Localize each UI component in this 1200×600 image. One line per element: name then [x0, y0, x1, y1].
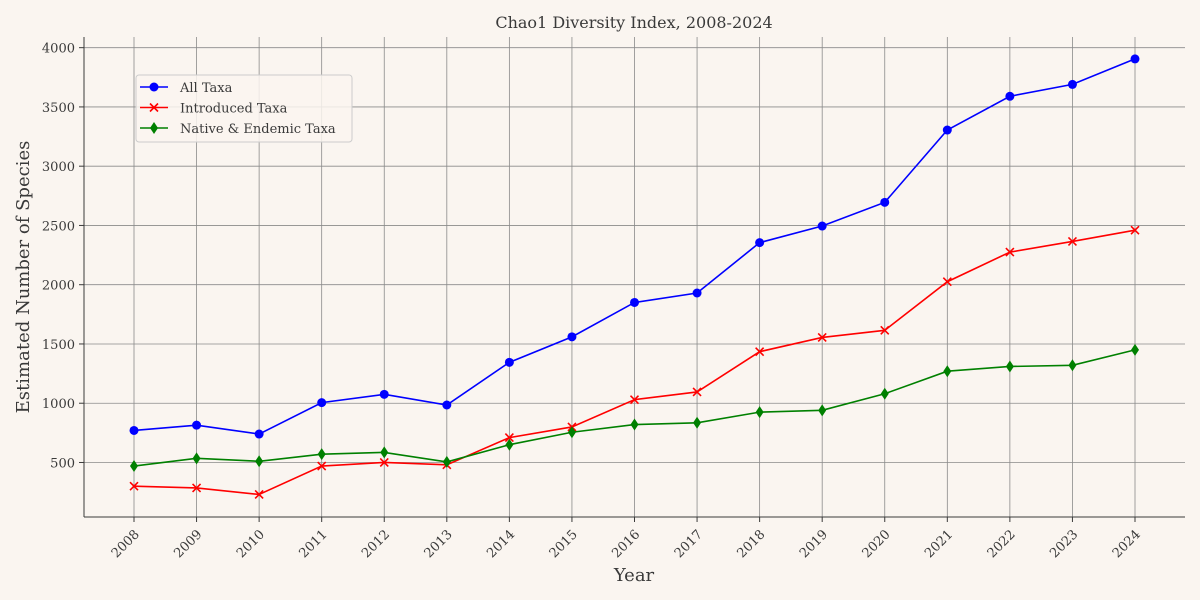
data-point-native-endemic-taxa — [505, 438, 514, 451]
legend-item-all-taxa: All Taxa — [140, 81, 233, 96]
y-tick-label: 3000 — [42, 160, 75, 175]
data-point-all-taxa — [317, 398, 327, 408]
data-point-native-endemic-taxa — [192, 452, 201, 465]
data-point-all-taxa — [1067, 79, 1077, 89]
marker-stroke — [1067, 236, 1078, 247]
marker-stroke — [817, 332, 827, 343]
marker-stroke — [379, 457, 389, 468]
marker-stroke — [317, 461, 327, 471]
data-point-all-taxa — [1130, 54, 1140, 64]
data-point-all-taxa — [942, 125, 952, 135]
data-point-native-endemic-taxa — [380, 446, 389, 459]
data-point-all-taxa — [817, 221, 827, 231]
data-point-introduced-taxa — [504, 433, 514, 443]
y-tick-label: 2000 — [42, 279, 75, 294]
data-point-introduced-taxa — [817, 332, 827, 343]
data-point-introduced-taxa — [942, 277, 952, 287]
data-point-native-endemic-taxa — [943, 365, 952, 378]
marker-stroke — [191, 483, 202, 493]
y-tick-label: 500 — [50, 456, 75, 471]
data-point-introduced-taxa — [629, 395, 640, 405]
data-point-introduced-taxa — [191, 483, 202, 493]
legend-label: All Taxa — [179, 81, 233, 96]
data-point-all-taxa — [567, 332, 577, 342]
marker-stroke — [755, 347, 765, 357]
x-axis-label: Year — [613, 565, 655, 586]
legend: All Taxa Introduced Taxa Native & Endemic … — [135, 74, 353, 143]
y-tick-label: 1500 — [42, 338, 75, 353]
data-point-introduced-taxa — [129, 481, 139, 491]
legend-label: Introduced Taxa — [180, 102, 288, 117]
data-point-all-taxa — [129, 425, 139, 435]
data-point-native-endemic-taxa — [755, 406, 764, 419]
legend-marker — [149, 82, 159, 92]
series-layer — [129, 54, 1140, 500]
legend-label: Native & Endemic Taxa — [180, 122, 336, 137]
y-axis-label: Estimated Number of Species — [13, 141, 34, 414]
data-point-native-endemic-taxa — [693, 416, 702, 429]
marker-stroke — [1130, 225, 1140, 235]
data-point-introduced-taxa — [254, 489, 264, 500]
series-all-taxa — [129, 54, 1140, 439]
data-point-native-endemic-taxa — [1068, 359, 1077, 372]
chart-title: Chao1 Diversity Index, 2008-2024 — [495, 13, 772, 32]
legend-item-native-endemic-taxa: Native & Endemic Taxa — [140, 122, 336, 137]
data-point-all-taxa — [254, 429, 264, 439]
data-point-all-taxa — [504, 357, 514, 367]
data-point-native-endemic-taxa — [818, 404, 827, 417]
legend-marker — [149, 102, 159, 113]
data-point-native-endemic-taxa — [317, 448, 326, 461]
data-point-all-taxa — [192, 420, 202, 430]
marker-stroke — [129, 481, 139, 491]
data-point-native-endemic-taxa — [1005, 360, 1014, 373]
legend-marker — [150, 122, 158, 134]
y-tick-label: 4000 — [42, 42, 75, 57]
data-point-native-endemic-taxa — [255, 455, 264, 468]
marker-stroke — [880, 325, 890, 335]
data-point-introduced-taxa — [880, 325, 890, 335]
marker-stroke — [149, 102, 159, 113]
marker-stroke — [629, 395, 640, 405]
legend-item-introduced-taxa: Introduced Taxa — [140, 102, 288, 117]
y-tick-label: 2500 — [42, 219, 75, 234]
data-point-introduced-taxa — [317, 461, 327, 471]
data-point-native-endemic-taxa — [130, 460, 138, 473]
data-point-all-taxa — [442, 400, 452, 410]
data-point-all-taxa — [379, 389, 389, 399]
series-native-endemic-taxa — [130, 343, 1139, 473]
data-point-introduced-taxa — [1130, 225, 1140, 235]
data-point-native-endemic-taxa — [1131, 343, 1139, 356]
marker-stroke — [504, 433, 514, 443]
y-tick-label: 3500 — [42, 101, 75, 116]
marker-stroke — [692, 387, 702, 397]
data-point-native-endemic-taxa — [442, 455, 451, 468]
data-point-all-taxa — [1005, 91, 1015, 101]
data-point-introduced-taxa — [692, 387, 702, 397]
data-point-all-taxa — [880, 197, 890, 207]
data-point-introduced-taxa — [755, 347, 765, 357]
legend-box — [135, 74, 353, 143]
data-point-all-taxa — [630, 297, 639, 307]
marker-stroke — [1005, 247, 1015, 257]
data-point-native-endemic-taxa — [880, 387, 889, 400]
data-point-introduced-taxa — [1067, 236, 1078, 247]
data-point-native-endemic-taxa — [630, 418, 639, 431]
data-point-all-taxa — [692, 288, 702, 298]
marker-stroke — [942, 277, 952, 287]
marker-stroke — [254, 489, 264, 500]
data-point-native-endemic-taxa — [567, 426, 576, 439]
data-point-introduced-taxa — [379, 457, 389, 468]
data-point-introduced-taxa — [1005, 247, 1015, 257]
data-point-all-taxa — [755, 238, 765, 248]
y-tick-label: 1000 — [42, 397, 75, 412]
y-ticks: 500 1000 1500 2000 2500 3000 3500 4000 — [42, 42, 84, 471]
